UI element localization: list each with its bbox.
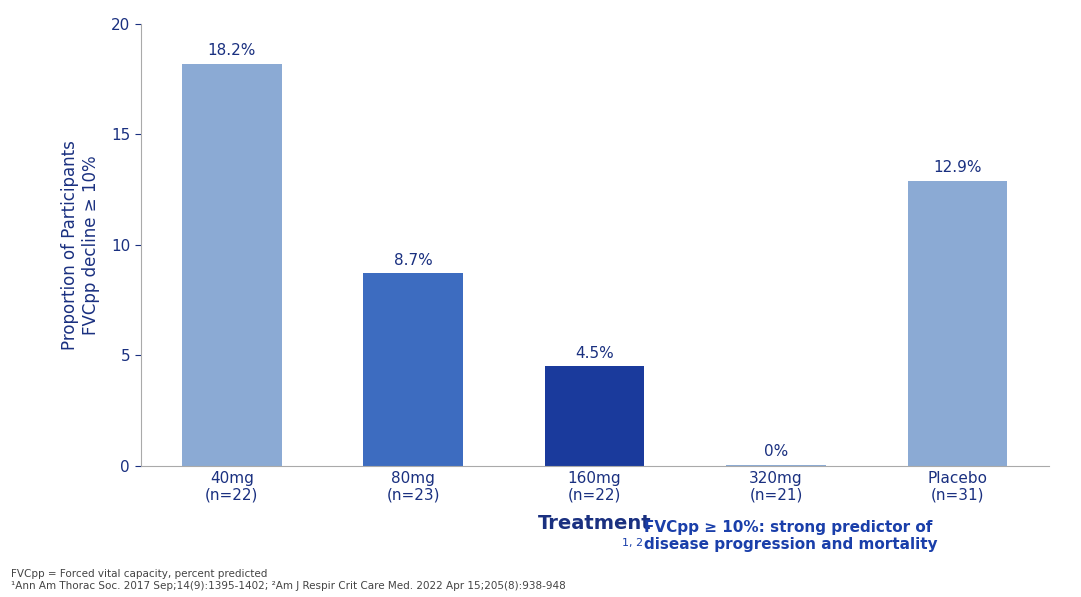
Text: 4.5%: 4.5% [575,346,614,361]
Bar [545,366,644,466]
Bar [726,464,826,466]
Text: FVCpp = Forced vital capacity, percent predicted
¹Ann Am Thorac Soc. 2017 Sep;14: FVCpp = Forced vital capacity, percent p… [11,570,565,591]
X-axis label: Treatment: Treatment [537,514,652,533]
Text: 12.9%: 12.9% [933,160,982,175]
Text: 18.2%: 18.2% [208,43,256,58]
Text: 8.7%: 8.7% [393,253,432,268]
Text: FVCpp ≥ 10%: strong predictor of
disease progression and mortality: FVCpp ≥ 10%: strong predictor of disease… [644,520,938,552]
Bar [363,273,463,466]
Text: 0%: 0% [764,444,788,459]
Y-axis label: Proportion of Participants
FVCpp decline ≥ 10%: Proportion of Participants FVCpp decline… [61,140,99,350]
Text: 1, 2: 1, 2 [622,538,646,548]
Bar [908,181,1007,466]
Bar [182,64,281,466]
